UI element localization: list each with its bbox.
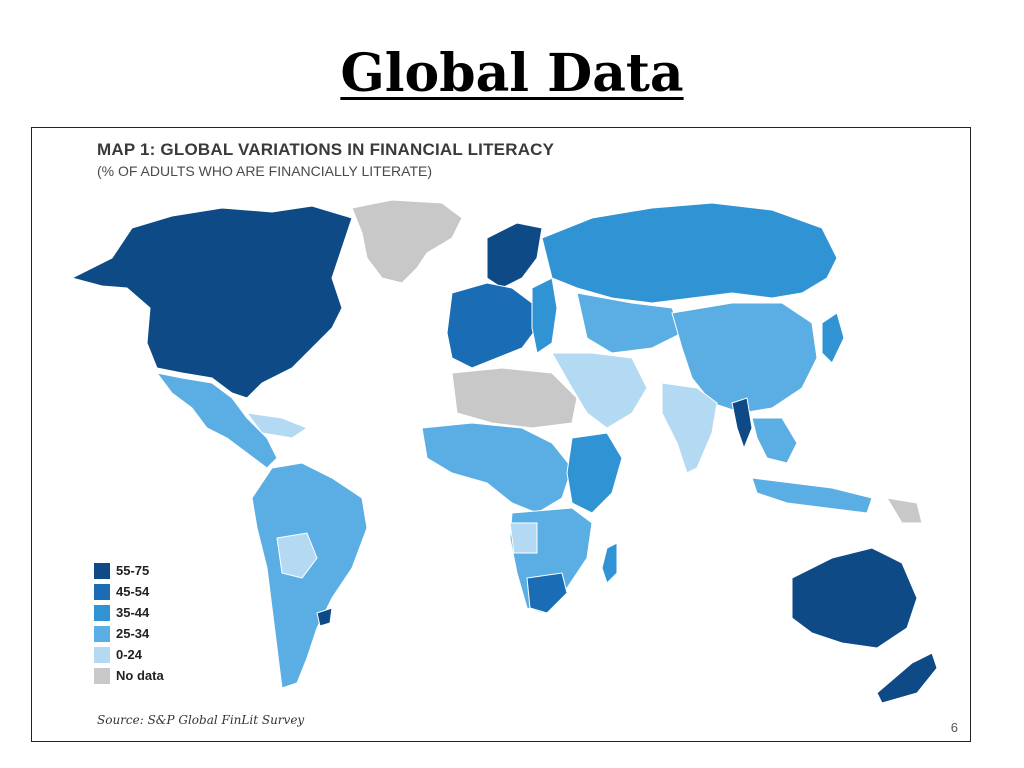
- region-russia: [541, 202, 838, 304]
- region-south-america: [251, 462, 368, 689]
- region-angola: [509, 522, 538, 554]
- legend-swatch: [94, 583, 110, 600]
- region-indonesia: [751, 477, 873, 514]
- map-subtitle: (% OF ADULTS WHO ARE FINANCIALLY LITERAT…: [97, 163, 433, 179]
- map-legend: 55-75 45-54 35-44 25-34 0-24 No data: [94, 560, 164, 686]
- map-source: Source: S&P Global FinLit Survey: [97, 713, 305, 727]
- region-china: [671, 302, 818, 414]
- region-south-africa: [526, 572, 568, 614]
- legend-swatch: [94, 625, 110, 642]
- region-uruguay: [316, 607, 333, 627]
- region-northern-europe: [486, 222, 543, 289]
- region-western-europe: [446, 282, 538, 369]
- legend-item: 35-44: [94, 602, 164, 623]
- legend-label: 55-75: [116, 563, 150, 578]
- legend-label: 0-24: [116, 647, 143, 662]
- region-north-america: [70, 205, 353, 399]
- region-myanmar: [731, 397, 753, 450]
- legend-item: 25-34: [94, 623, 164, 644]
- region-new-zealand: [876, 652, 938, 704]
- world-map: [70, 199, 938, 704]
- legend-label: 25-34: [116, 626, 150, 641]
- legend-item: No data: [94, 665, 164, 686]
- region-central-america: [155, 372, 278, 469]
- legend-label: No data: [116, 668, 164, 683]
- region-east-africa: [566, 432, 623, 514]
- legend-item: 55-75: [94, 560, 164, 581]
- region-madagascar: [601, 542, 618, 584]
- legend-item: 0-24: [94, 644, 164, 665]
- legend-label: 45-54: [116, 584, 150, 599]
- region-bolivia: [276, 532, 318, 579]
- region-australia: [791, 547, 918, 649]
- page-number: 6: [950, 720, 958, 735]
- region-papua: [886, 497, 923, 524]
- map-title: MAP 1: GLOBAL VARIATIONS IN FINANCIAL LI…: [97, 140, 555, 159]
- legend-swatch: [94, 562, 110, 579]
- legend-swatch: [94, 667, 110, 684]
- legend-swatch: [94, 604, 110, 621]
- slide-title: Global Data: [340, 43, 684, 104]
- region-eastern-europe: [531, 277, 558, 354]
- region-india: [661, 382, 718, 474]
- region-west-africa: [421, 422, 573, 514]
- legend-label: 35-44: [116, 605, 150, 620]
- legend-swatch: [94, 646, 110, 663]
- region-japan: [821, 312, 845, 364]
- region-caribbean: [245, 412, 309, 439]
- region-central-asia: [576, 292, 683, 354]
- legend-item: 45-54: [94, 581, 164, 602]
- map-figure: MAP 1: GLOBAL VARIATIONS IN FINANCIAL LI…: [31, 127, 971, 742]
- region-southeast-asia: [751, 417, 798, 464]
- region-greenland: [351, 199, 463, 284]
- region-north-africa: [451, 367, 578, 429]
- region-middle-east: [551, 352, 648, 429]
